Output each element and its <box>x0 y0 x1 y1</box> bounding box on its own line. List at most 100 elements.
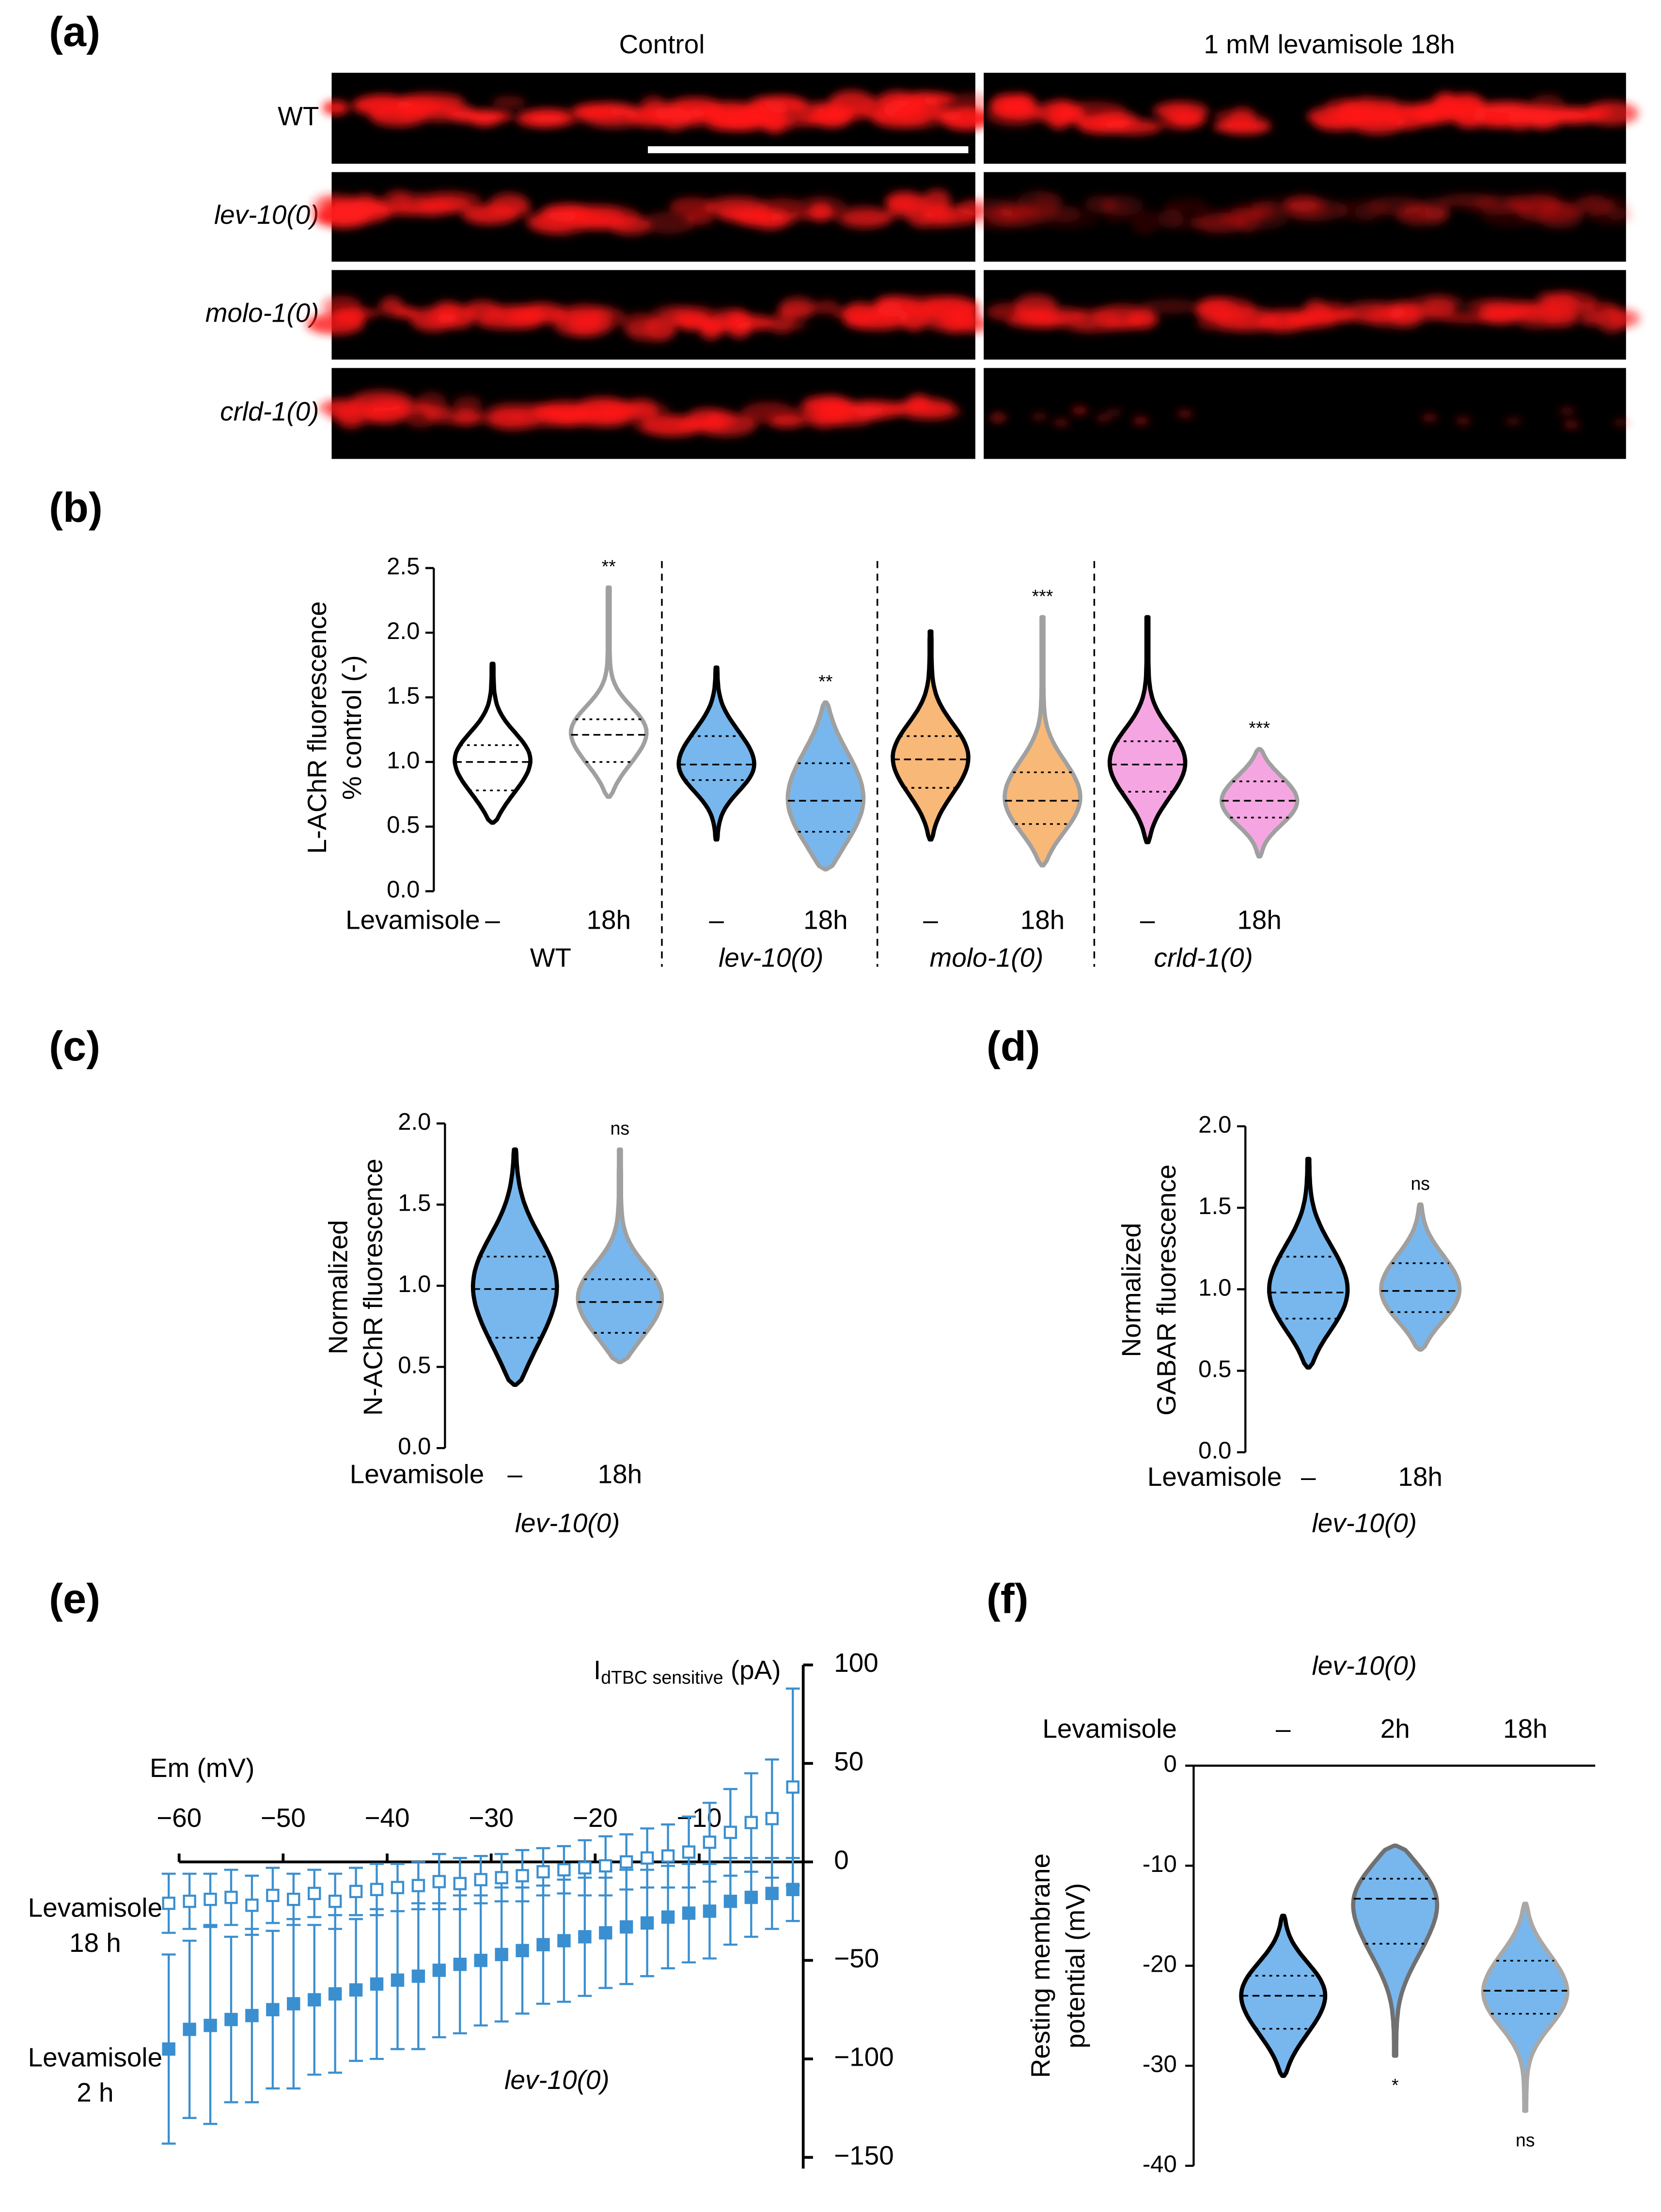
spot <box>568 319 600 336</box>
y-tick-label: 0 <box>1163 1751 1176 1777</box>
spot <box>1580 312 1605 326</box>
spot <box>1420 205 1448 224</box>
spot <box>1563 420 1580 429</box>
marker <box>682 1845 696 1859</box>
spot <box>1306 304 1335 326</box>
legend-label: 18 h <box>69 1928 121 1958</box>
spot <box>1518 201 1582 224</box>
treatment-label: – <box>1140 905 1155 935</box>
marker <box>328 1894 342 1908</box>
spot <box>872 296 903 321</box>
y-tick-label: 50 <box>834 1746 863 1776</box>
x-tick-label: −40 <box>364 1803 409 1833</box>
row-label: WT <box>278 101 319 131</box>
treatment-label: 18h <box>598 1459 642 1489</box>
y-tick-label: 1.5 <box>1198 1193 1231 1219</box>
spot <box>1583 101 1639 125</box>
treatment-label: 2h <box>1380 1714 1410 1744</box>
y-label-part: (pA) <box>723 1655 781 1685</box>
marker <box>765 1812 779 1825</box>
marker <box>723 1825 737 1839</box>
group-label: crld-1(0) <box>1154 943 1253 973</box>
y-tick-label: 0.0 <box>1198 1438 1231 1464</box>
spot <box>1221 210 1288 231</box>
marker <box>328 1987 342 2001</box>
treatment-label: – <box>923 905 938 935</box>
spot <box>1130 209 1160 235</box>
spot <box>1590 207 1633 225</box>
legend-label: Levamisole <box>28 2042 163 2072</box>
spot <box>1558 406 1576 415</box>
y-tick-label: 0.5 <box>398 1353 431 1379</box>
signal <box>987 291 1640 333</box>
spot <box>1366 98 1400 116</box>
spot <box>623 312 658 338</box>
spot <box>1132 416 1149 425</box>
treatment-label: 18h <box>803 905 848 935</box>
spot <box>1076 114 1129 134</box>
spot <box>462 300 502 322</box>
treatment-label: 18h <box>1020 905 1065 935</box>
chart-title: lev-10(0) <box>1312 1651 1417 1681</box>
marker <box>495 1871 508 1885</box>
column-header: Control <box>619 29 705 59</box>
spot <box>951 93 992 109</box>
marker <box>599 1926 612 1940</box>
marker <box>578 1861 592 1875</box>
marker <box>245 1899 259 1912</box>
treatment-label: – <box>1301 1462 1316 1492</box>
spot <box>1421 413 1438 422</box>
panel-label: (e) <box>49 1576 100 1622</box>
spot <box>1606 309 1640 328</box>
spot <box>1106 408 1123 417</box>
spot <box>1039 209 1099 229</box>
significance: * <box>1392 2075 1399 2095</box>
spot <box>1480 308 1521 325</box>
spot <box>454 396 483 411</box>
panel-label: (a) <box>49 9 100 55</box>
marker <box>162 2042 175 2056</box>
spot <box>632 414 696 435</box>
signal <box>954 190 1633 235</box>
spot <box>823 105 872 122</box>
marker <box>744 1816 758 1829</box>
marker <box>640 1916 654 1930</box>
spot <box>949 302 979 320</box>
marker <box>183 1894 196 1908</box>
spot <box>581 103 646 129</box>
spot <box>491 305 547 318</box>
spot <box>539 204 586 223</box>
spot <box>555 304 614 326</box>
micrograph <box>984 368 1626 459</box>
spot <box>909 403 961 420</box>
spot <box>1229 107 1256 130</box>
spot <box>1504 417 1522 426</box>
significance: ns <box>611 1118 630 1138</box>
marker <box>432 1875 446 1888</box>
marker <box>682 1906 696 1920</box>
marker <box>661 1910 675 1924</box>
marker <box>308 1886 321 1900</box>
y-tick-label: 1.0 <box>387 748 420 774</box>
marker <box>453 1877 467 1890</box>
x-axis-label: Em (mV) <box>150 1753 254 1783</box>
spot <box>809 202 833 221</box>
treatment-label: – <box>709 905 724 935</box>
marker <box>495 1947 508 1962</box>
violin <box>1267 1156 1350 1370</box>
significance: ** <box>818 671 833 692</box>
y-axis-label: N-AChR fluorescence <box>358 1159 388 1416</box>
spot <box>1441 196 1508 210</box>
y-tick-label: -30 <box>1143 2051 1177 2077</box>
spot <box>1153 101 1208 120</box>
y-tick-label: 1.0 <box>1198 1275 1231 1301</box>
spot <box>822 408 850 426</box>
y-axis-label: Resting membrane <box>1025 1854 1055 2078</box>
marker <box>245 2009 259 2023</box>
marker <box>536 1938 550 1951</box>
violin <box>1351 1843 1440 2058</box>
spot <box>1021 312 1071 328</box>
treatment-label: – <box>1276 1714 1291 1744</box>
marker <box>786 1780 799 1794</box>
marker <box>744 1890 758 1904</box>
